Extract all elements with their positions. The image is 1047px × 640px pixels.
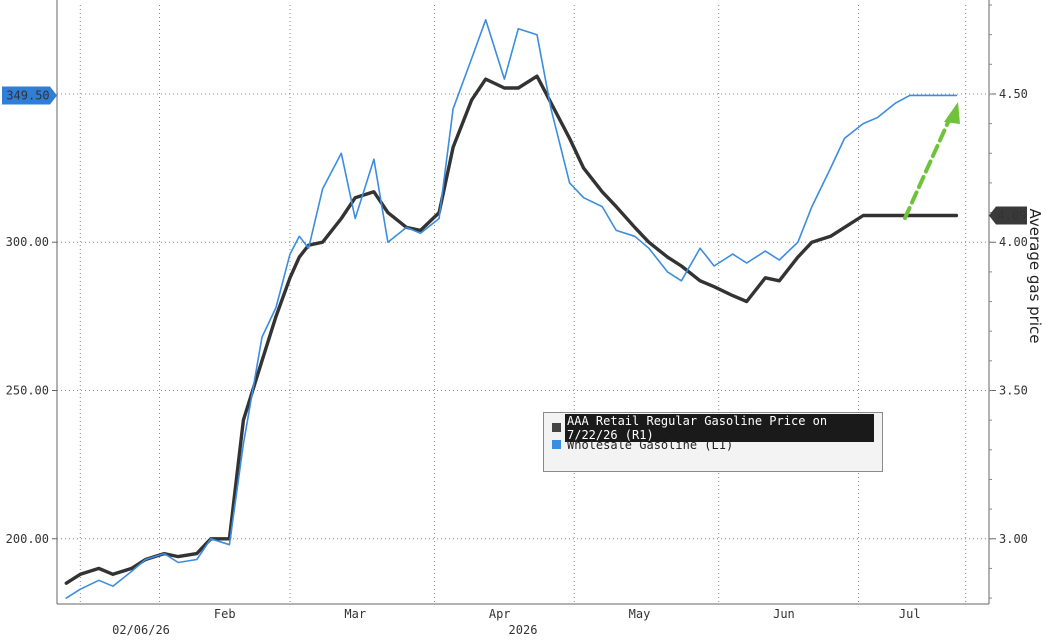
chart-axes	[52, 0, 996, 605]
x-tick-label-jun: Jun	[773, 607, 795, 621]
right-tick-label-3: 4.50	[999, 87, 1028, 101]
retail-value-tag-label: 4.09	[998, 209, 1027, 223]
x-tick-label-jul: Jul	[899, 607, 921, 621]
legend-swatch-wholesale	[552, 440, 561, 449]
left-tick-label-2: 300.00	[6, 235, 49, 249]
legend-label-retail: AAA Retail Regular Gasoline Price on 7/2…	[565, 413, 874, 442]
x-year-label: 2026	[509, 623, 538, 637]
legend-label-wholesale: Wholesale Gasoline (L1)	[567, 437, 734, 452]
left-tick-label-1: 250.00	[6, 383, 49, 397]
retail-price-line	[64, 74, 959, 585]
wholesale-value-tag	[2, 86, 57, 105]
tick-labels: 200.00 250.00 300.00 3.00 3.50 4.00 4.50 Averag…	[6, 87, 1044, 637]
legend-swatch-retail	[552, 423, 561, 432]
x-cursor-date: 02/06/26	[112, 623, 170, 637]
chart-grid	[57, 5, 989, 604]
right-tick-label-0: 3.00	[999, 532, 1028, 546]
legend-item-retail[interactable]: AAA Retail Regular Gasoline Price on 7/2…	[552, 413, 874, 442]
x-tick-label-mar: Mar	[344, 607, 366, 621]
x-tick-label-may: May	[629, 607, 651, 621]
x-tick-label-feb: Feb	[214, 607, 236, 621]
right-axis-title: Average gas price	[1026, 209, 1044, 344]
wholesale-value-tag-label: 349.50	[6, 88, 49, 102]
right-tick-label-2: 4.00	[999, 235, 1028, 249]
legend-item-wholesale[interactable]: Wholesale Gasoline (L1)	[552, 436, 874, 453]
trend-arrow-head	[944, 102, 960, 124]
wholesale-price-line	[65, 19, 958, 599]
retail-value-tag	[989, 206, 1027, 225]
value-tags: 349.50 4.09	[2, 86, 1027, 225]
right-tick-label-1: 3.50	[999, 383, 1028, 397]
chart-legend[interactable]: AAA Retail Regular Gasoline Price on 7/2…	[543, 412, 883, 472]
x-tick-label-apr: Apr	[489, 607, 511, 621]
chart-series	[64, 19, 960, 599]
trend-arrow-shaft	[903, 116, 952, 220]
left-tick-label-0: 200.00	[6, 532, 49, 546]
